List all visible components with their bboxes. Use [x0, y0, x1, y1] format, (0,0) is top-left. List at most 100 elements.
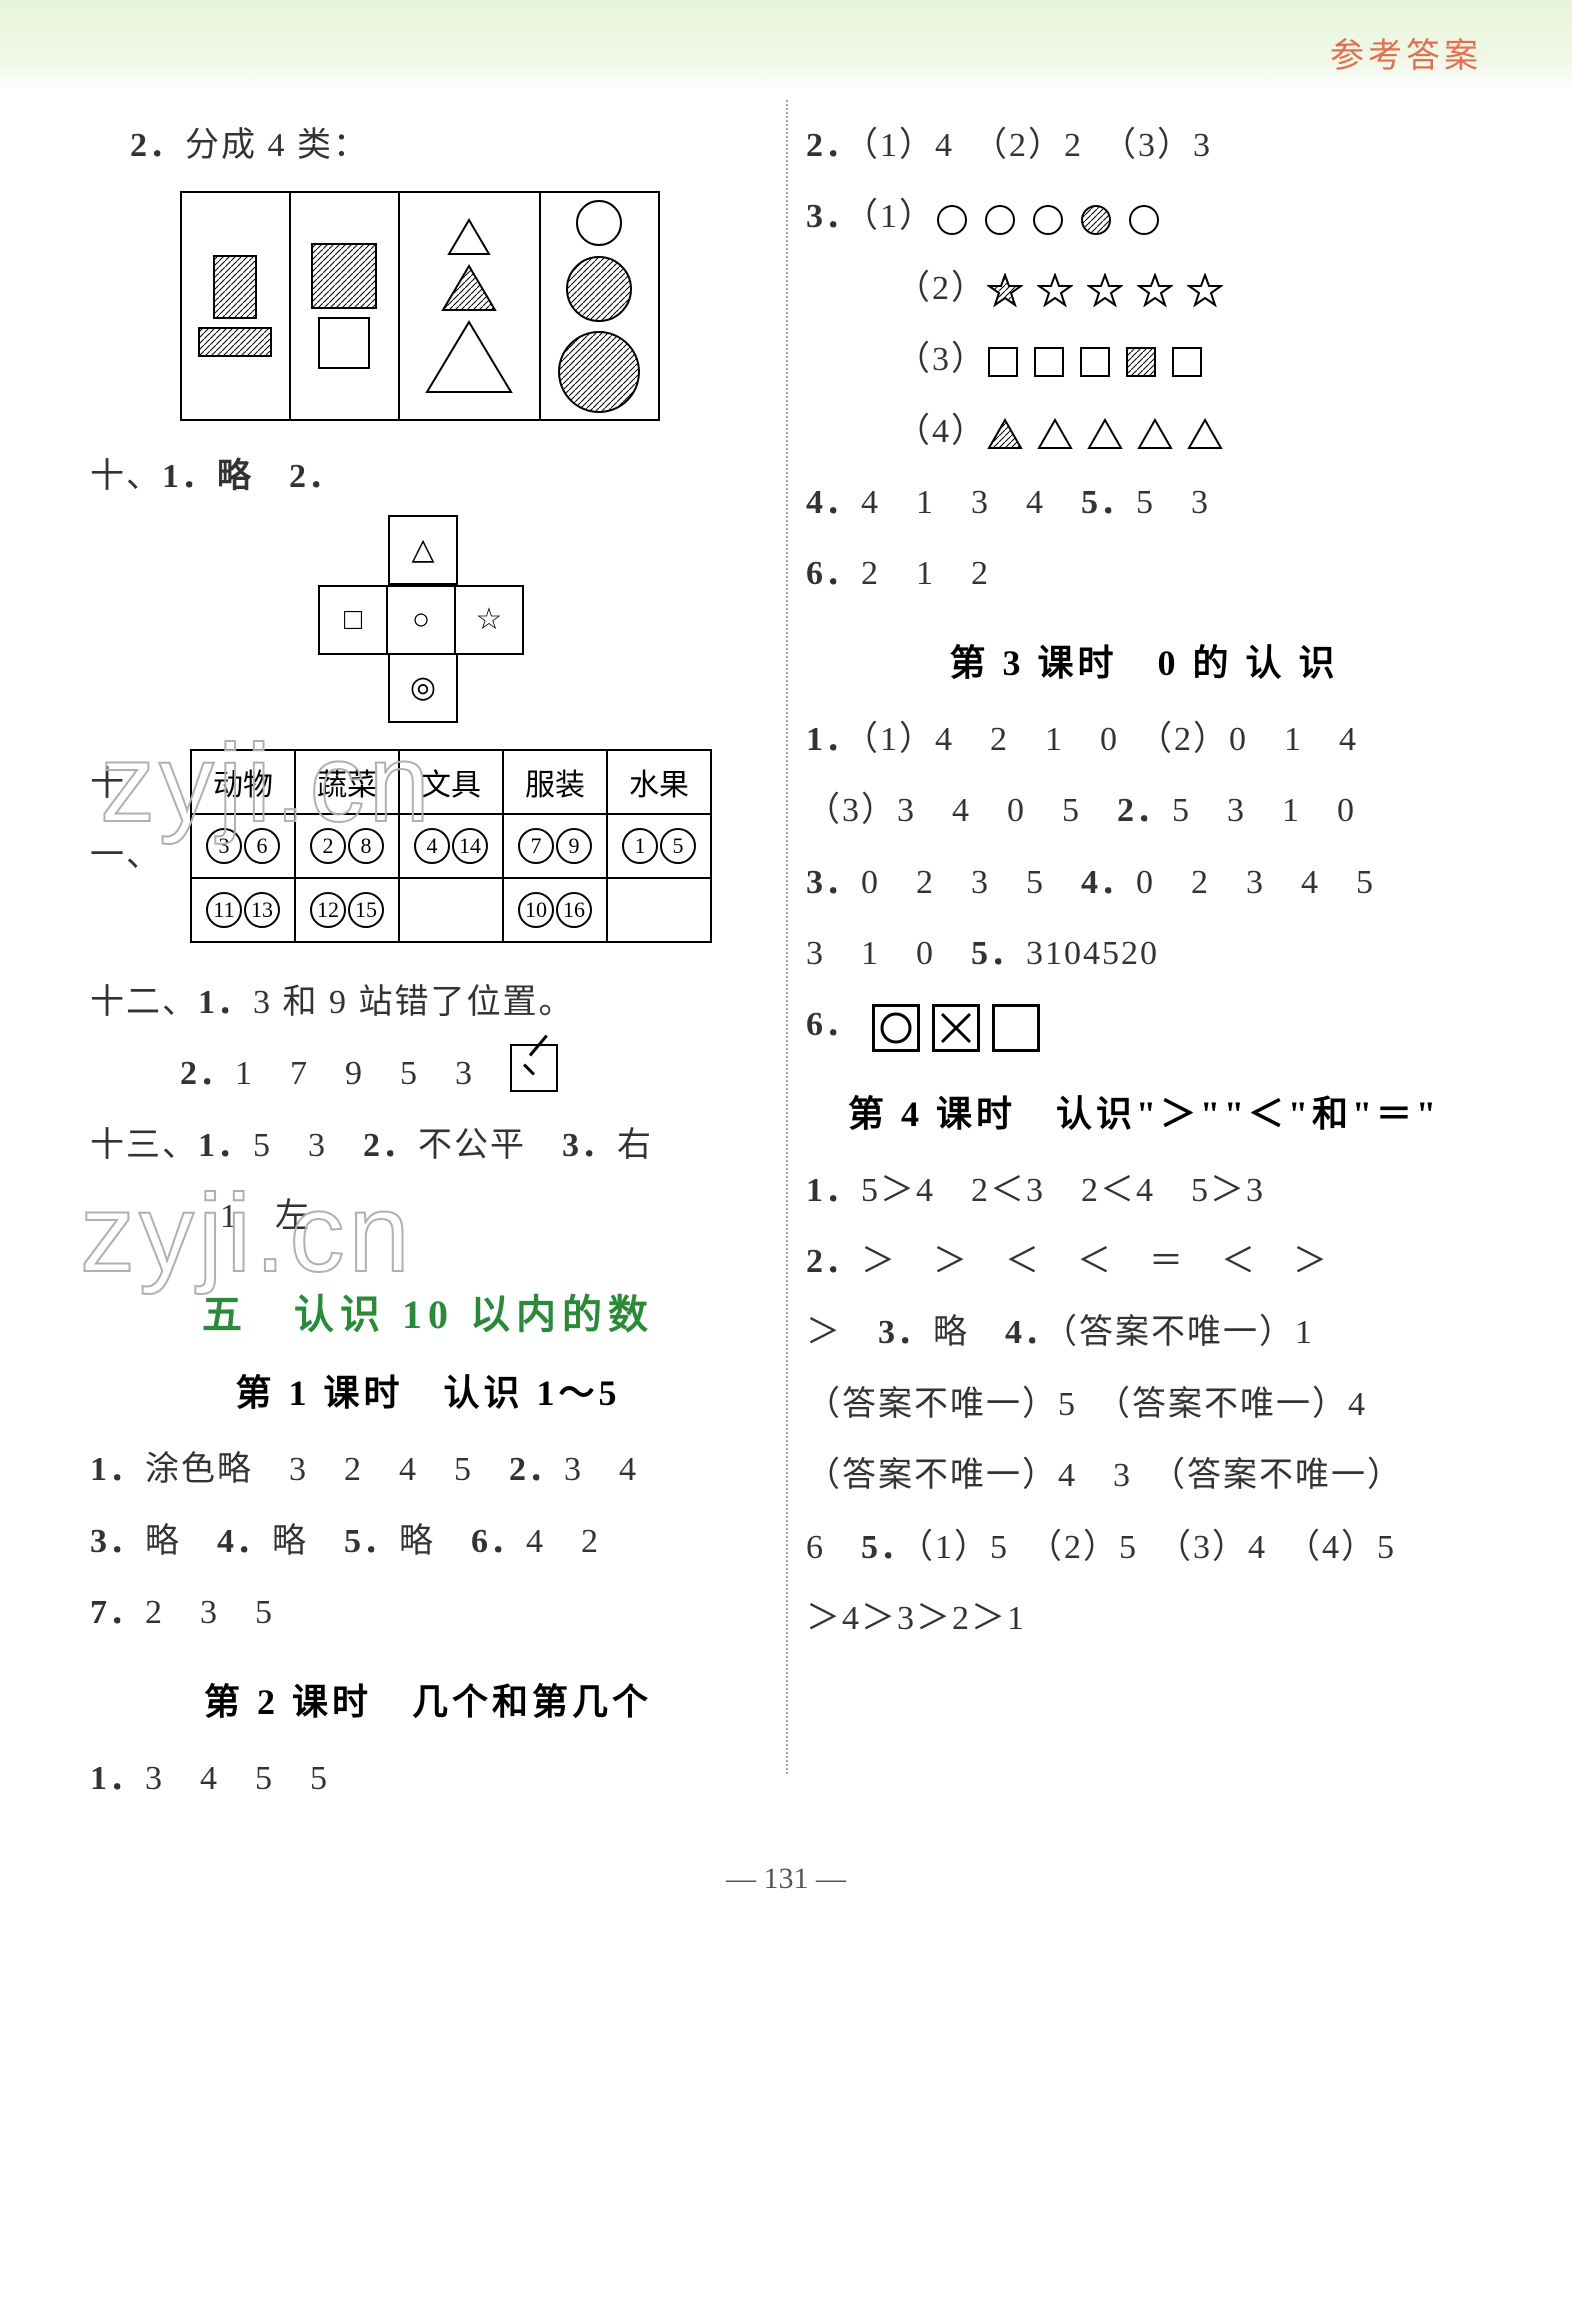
l4-q2-label: 2． [806, 1243, 861, 1280]
l2-q1: 1．3 4 5 5 [90, 1743, 766, 1814]
cross-net-diagram: △ □ ○ ☆ ◎ [320, 517, 766, 725]
circled-number-icon: 8 [348, 828, 384, 864]
l3-q1-label: 1． [806, 721, 861, 758]
l3-q4-text: 0 2 3 4 5 [1136, 864, 1375, 901]
q12-p1-text: 3 和 9 站错了位置。 [253, 984, 575, 1021]
q10-label: 十、 [90, 458, 162, 495]
shape-row [987, 346, 1203, 378]
l4-q2-line1: ＞ ＞ ＜ ＜ ＝ ＜ ＞ [861, 1243, 1329, 1280]
star-icon [987, 273, 1023, 309]
l4-q3-text: 略 [933, 1314, 969, 1351]
l4-q5-b: ＞4＞3＞2＞1 [806, 1583, 1482, 1654]
q13-p1-text: 5 3 [253, 1127, 327, 1164]
cross-cell: ☆ [454, 585, 524, 655]
l3-q1-a: 1．（1）4 2 1 0 （2）0 1 4 [806, 704, 1482, 775]
q2-text: 分成 4 类： [185, 127, 369, 164]
circle-icon [935, 203, 969, 237]
l4-q4-q5: 6 5．（1）5 （2）5 （3）4 （4）5 [806, 1512, 1482, 1583]
circle-hatched-icon [565, 255, 633, 322]
r-q6: 6．2 1 2 [806, 538, 1482, 609]
circled-number-icon: 16 [556, 892, 592, 928]
q13-p2-label: 2． [363, 1127, 418, 1164]
category-table: 动物 蔬菜 文具 服装 水果 36284147915 111312151016 [190, 749, 712, 943]
header-band: 参考答案 [0, 0, 1572, 90]
triangle-outline-icon [425, 320, 513, 394]
l3-q3-text: 0 2 3 5 [861, 864, 1045, 901]
star-icon [1087, 273, 1123, 309]
shape-row [987, 273, 1223, 309]
lesson-4-title: 第 4 课时 认识"＞""＜"和"＝" [806, 1085, 1482, 1137]
table-cell: 1113 [191, 878, 295, 942]
l3-q2-text: 5 3 1 0 [1172, 792, 1356, 829]
circled-number-icon: 5 [660, 828, 696, 864]
r-q2-label: 2． [806, 127, 861, 164]
r-q3-row3: （3） [806, 324, 1482, 395]
r-q4-text: 4 1 3 4 [861, 484, 1045, 521]
l4-q5-label: 5． [861, 1529, 916, 1566]
l3-q1-b: （3）3 4 0 5 2．5 3 1 0 [806, 775, 1482, 846]
circled-number-icon: 3 [206, 828, 242, 864]
square-icon [987, 346, 1019, 378]
table-cell: 1215 [295, 878, 399, 942]
l4-q5-text: （1）5 （2）5 （3）4 （4）5 [916, 1529, 1396, 1566]
left-q10: 十、1．略 2． [90, 441, 766, 512]
l4-q1-label: 1． [806, 1172, 861, 1209]
l2-q1-label: 1． [90, 1760, 145, 1797]
r-q6-text: 2 1 2 [861, 555, 990, 592]
lesson-3-title: 第 3 课时 0 的 认 识 [806, 634, 1482, 686]
table-header: 水果 [607, 750, 711, 814]
l1-q7-text: 2 3 5 [145, 1594, 274, 1631]
l3-q1-line1: （1）4 2 1 0 （2）0 1 4 [861, 721, 1358, 758]
left-q12-1: 十二、1．3 和 9 站错了位置。 [90, 967, 766, 1038]
table-cell [607, 878, 711, 942]
table-header: 服装 [503, 750, 607, 814]
l1-q3to6: 3．略 4．略 5．略 6．4 2 [90, 1506, 766, 1577]
table-cell: 414 [399, 814, 503, 878]
circled-number-icon: 15 [348, 892, 384, 928]
circle-hatched-icon [557, 330, 641, 413]
square-hatched-icon [311, 243, 377, 309]
shape-row [987, 418, 1223, 450]
circled-number-icon: 4 [414, 828, 450, 864]
left-q13-1: 十三、1．5 3 2．不公平 3．右 [90, 1110, 766, 1181]
right-column: 2．（1）4 （2）2 （3）3 3．（1） （2） （3） （4） 4．4 1… [786, 110, 1502, 1814]
l4-q4-label: 4． [1005, 1314, 1060, 1351]
circle-icon [983, 203, 1017, 237]
q10-sub2: 2． [289, 458, 344, 495]
checkbox-checked-icon [510, 1044, 558, 1092]
l1-q7: 7．2 3 5 [90, 1577, 766, 1648]
l3-q5-text: 3104520 [1026, 935, 1159, 972]
table-cell: 28 [295, 814, 399, 878]
table-cell [399, 878, 503, 942]
l1-q2-text: 3 4 [564, 1451, 638, 1488]
table-header: 动物 [191, 750, 295, 814]
q13-label: 十三、 [90, 1127, 198, 1164]
l4-q4-b: （答案不唯一）5 （答案不唯一）4 [806, 1369, 1482, 1440]
triangle-hatched-icon [441, 264, 497, 312]
l3-q6-label: 6． [806, 1006, 861, 1043]
l1-q2-label: 2． [509, 1451, 564, 1488]
circled-number-icon: 1 [622, 828, 658, 864]
triangle-outline-icon [447, 218, 491, 256]
l4-q2-a: 2．＞ ＞ ＜ ＜ ＝ ＜ ＞ [806, 1226, 1482, 1297]
l3-q4-q5: 3 1 0 5．3104520 [806, 918, 1482, 989]
triangle-icon [1137, 418, 1173, 450]
table-cell: 79 [503, 814, 607, 878]
circled-number-icon: 12 [310, 892, 346, 928]
r-q3-row2: （2） [806, 253, 1482, 324]
r-q4-q5: 4．4 1 3 4 5．5 3 [806, 467, 1482, 538]
table-cell: 15 [607, 814, 711, 878]
circled-number-icon: 14 [452, 828, 488, 864]
l3-q3-label: 3． [806, 864, 861, 901]
table-row: 动物 蔬菜 文具 服装 水果 [191, 750, 711, 814]
shapes-cell-1 [182, 193, 291, 419]
q6-boxes [872, 1004, 1040, 1052]
r-q3-sub1: （1） [861, 198, 935, 235]
left-column: 2． 分成 4 类： [70, 110, 786, 1814]
shape-row [935, 203, 1161, 237]
rect-hatched-icon [213, 255, 257, 319]
r-q2: 2．（1）4 （2）2 （3）3 [806, 110, 1482, 181]
shapes-cell-4 [541, 193, 659, 419]
circled-number-icon: 9 [556, 828, 592, 864]
l4-q1-text: 5＞4 2＜3 2＜4 5＞3 [861, 1172, 1265, 1209]
